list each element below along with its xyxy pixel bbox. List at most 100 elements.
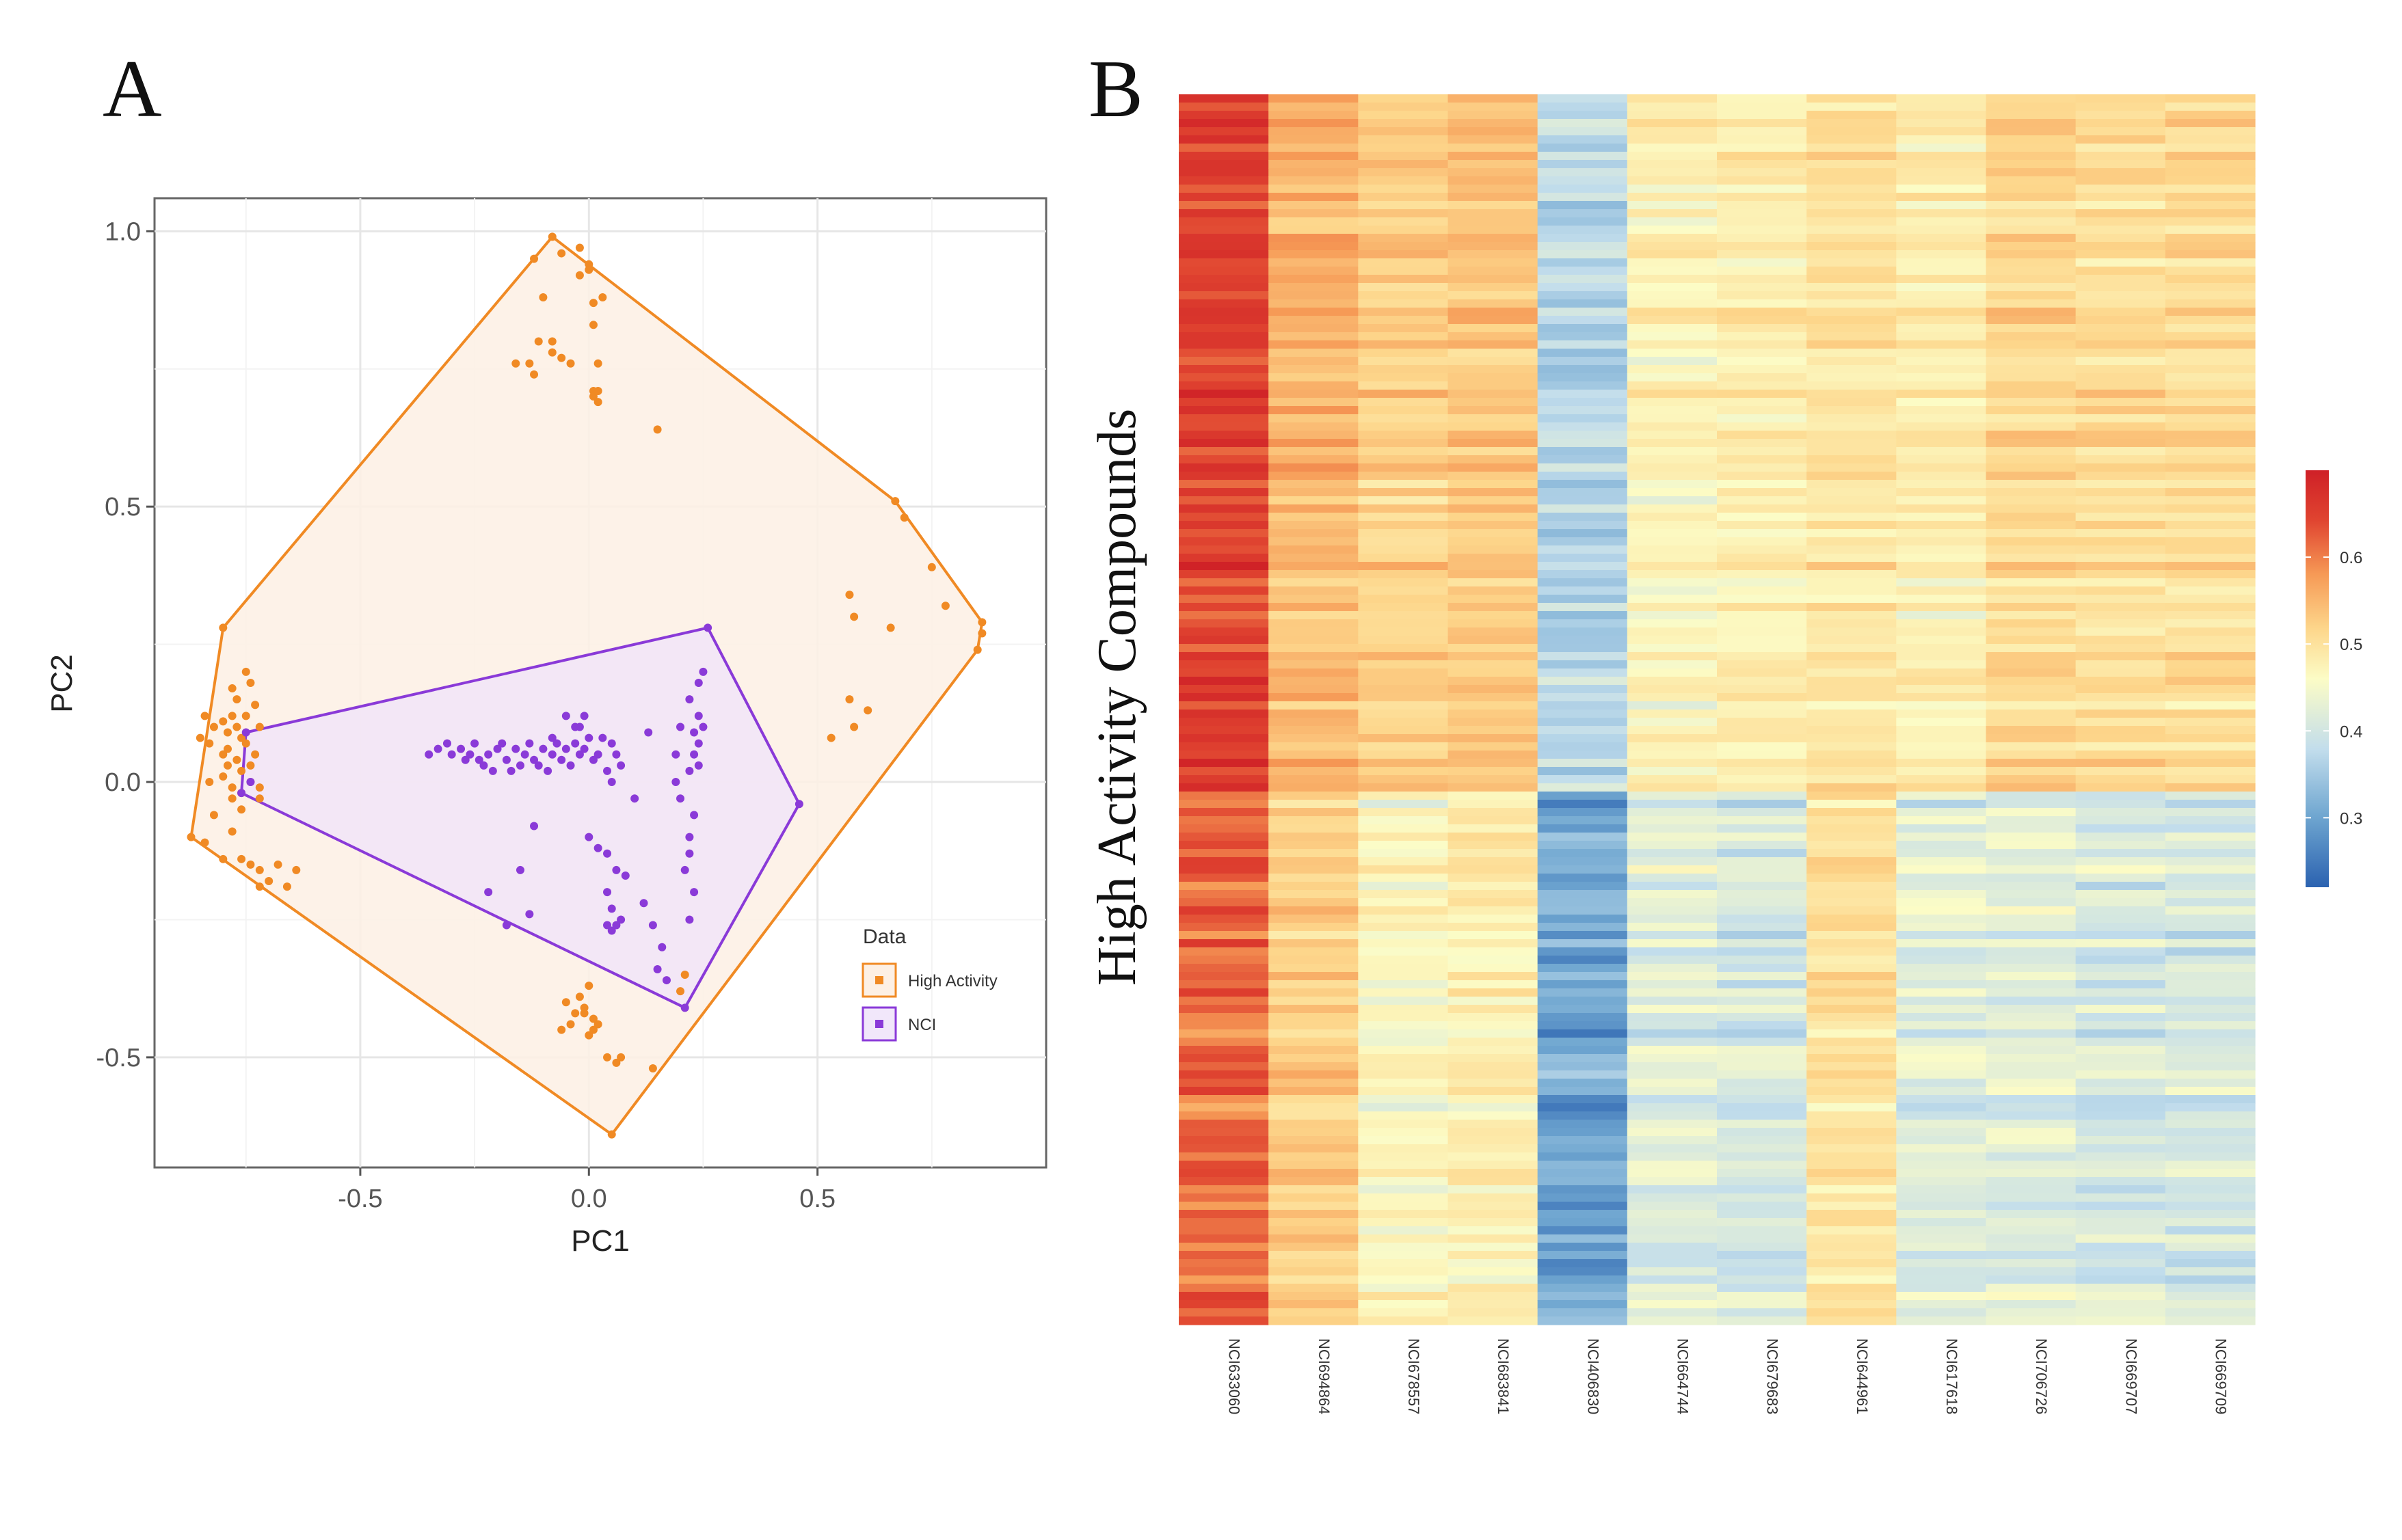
heatmap-cell: [1358, 103, 1449, 111]
heatmap-cell: [1358, 841, 1449, 850]
heatmap-cell: [1179, 800, 1269, 809]
heatmap-cell: [1896, 586, 1987, 595]
heatmap-cell: [1447, 332, 1538, 341]
column-label: NCI679683: [1764, 1338, 1781, 1414]
heatmap-cell: [1806, 1111, 1897, 1120]
heatmap-cell: [1179, 1275, 1269, 1284]
point-high-activity: [530, 370, 539, 379]
heatmap-cell: [1717, 94, 1807, 103]
heatmap-cell: [2075, 865, 2166, 874]
heatmap-cell: [2075, 1202, 2166, 1211]
heatmap-cell: [1627, 422, 1718, 431]
heatmap-cell: [1896, 1046, 1987, 1055]
heatmap-cell: [1986, 1128, 2077, 1137]
heatmap-cell: [2075, 94, 2166, 103]
heatmap-cell: [1986, 1144, 2077, 1153]
heatmap-cell: [1896, 291, 1987, 300]
point-nci: [479, 761, 488, 770]
point-nci: [598, 733, 607, 742]
heatmap-cell: [1179, 677, 1269, 686]
point-high-activity: [219, 623, 228, 632]
heatmap-cell: [2075, 275, 2166, 284]
point-nci: [425, 750, 433, 759]
column-label: NCI664744: [1674, 1338, 1691, 1414]
heatmap-cell: [1537, 1161, 1628, 1170]
heatmap-cell: [1896, 939, 1987, 948]
heatmap-cell: [1537, 250, 1628, 259]
heatmap-cell: [1358, 800, 1449, 809]
heatmap-cell: [1717, 578, 1807, 587]
heatmap-cell: [1627, 168, 1718, 177]
heatmap-cell: [1358, 316, 1449, 325]
point-high-activity: [557, 353, 566, 362]
heatmap-cell: [1268, 1275, 1359, 1284]
heatmap-cell: [1986, 144, 2077, 152]
heatmap-cell: [1268, 800, 1359, 809]
heatmap-cell: [1806, 1038, 1897, 1046]
heatmap-cell: [1717, 1005, 1807, 1014]
heatmap-cell: [2165, 291, 2256, 300]
heatmap-cell: [1537, 545, 1628, 554]
heatmap-cell: [2075, 693, 2166, 702]
heatmap-cell: [1806, 299, 1897, 308]
heatmap-cell: [2075, 529, 2166, 538]
heatmap-cell: [1447, 882, 1538, 891]
heatmap-cell: [1986, 947, 2077, 956]
heatmap-cell: [1268, 939, 1359, 948]
heatmap-cell: [1537, 668, 1628, 677]
heatmap-cell: [1717, 693, 1807, 702]
heatmap-cell: [1986, 931, 2077, 940]
heatmap-cell: [1537, 767, 1628, 776]
legend-label-high-activity: High Activity: [908, 972, 998, 990]
heatmap-cell: [1447, 185, 1538, 193]
heatmap-cell: [1896, 1054, 1987, 1063]
heatmap-cell: [1447, 1128, 1538, 1137]
heatmap-cell: [1537, 267, 1628, 275]
heatmap-cell: [1627, 710, 1718, 718]
heatmap-cell: [2075, 849, 2166, 858]
heatmap-cell: [1358, 504, 1449, 513]
heatmap-cell: [1268, 874, 1359, 882]
heatmap-cell: [2165, 833, 2256, 841]
heatmap-cell: [2075, 734, 2166, 743]
heatmap-cell: [1896, 882, 1987, 891]
point-high-activity: [561, 998, 570, 1007]
heatmap-cell: [1537, 783, 1628, 792]
heatmap-cell: [1537, 1128, 1628, 1137]
heatmap-cell: [1179, 439, 1269, 448]
heatmap-cell: [1717, 455, 1807, 464]
heatmap-cell: [1986, 857, 2077, 866]
heatmap-cell: [1537, 135, 1628, 144]
heatmap-cell: [1627, 906, 1718, 915]
heatmap-cell: [2165, 1136, 2256, 1145]
heatmap-cell: [1986, 849, 2077, 858]
heatmap-cell: [1896, 677, 1987, 686]
heatmap-cell: [2165, 422, 2256, 431]
point-high-activity: [900, 513, 909, 522]
heatmap-cell: [1986, 103, 2077, 111]
heatmap-cell: [1447, 250, 1538, 259]
heatmap-cell: [1896, 742, 1987, 751]
heatmap-cell: [1806, 324, 1897, 333]
heatmap-cell: [1268, 1243, 1359, 1252]
heatmap-cell: [1806, 152, 1897, 161]
heatmap-cell: [1268, 808, 1359, 817]
heatmap-cell: [1717, 865, 1807, 874]
heatmap-cell: [1627, 931, 1718, 940]
heatmap-cell: [1717, 537, 1807, 546]
point-nci: [690, 888, 699, 897]
heatmap-cell: [1986, 1029, 2077, 1038]
heatmap-cell: [1986, 529, 2077, 538]
heatmap-cell: [1627, 800, 1718, 809]
heatmap-cell: [1627, 111, 1718, 120]
heatmap-cell: [1268, 152, 1359, 161]
heatmap-cell: [1179, 1152, 1269, 1161]
heatmap-cell: [2075, 767, 2166, 776]
heatmap-cell: [1896, 685, 1987, 694]
heatmap-cell: [1806, 455, 1897, 464]
heatmap-cell: [1179, 742, 1269, 751]
heatmap-cell: [1537, 824, 1628, 833]
point-nci: [671, 750, 680, 759]
heatmap-cell: [2075, 915, 2166, 923]
heatmap-cell: [1717, 767, 1807, 776]
